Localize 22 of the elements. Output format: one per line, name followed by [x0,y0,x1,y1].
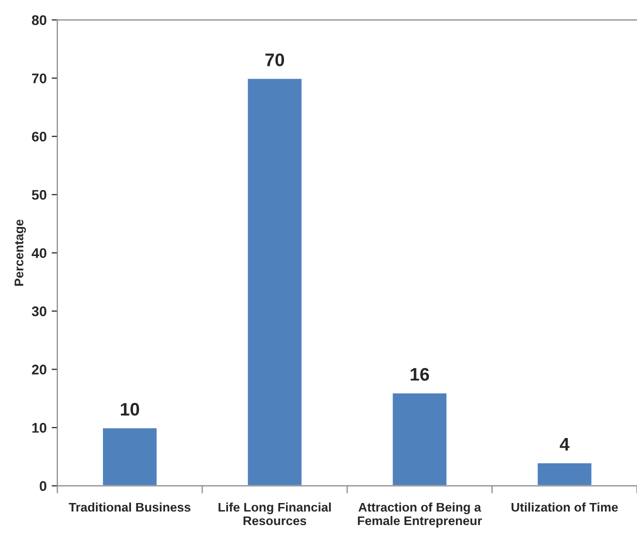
x-tick-label: Life Long Financial Resources [218,502,331,526]
bar [102,426,158,486]
y-tick-label: 60 [32,132,46,142]
data-label: 70 [265,53,284,66]
x-tick-label: Traditional Business [68,502,190,512]
bar [246,77,303,486]
data-label: 16 [410,368,430,381]
y-tick-label: 70 [32,73,46,84]
y-tick-label: 20 [32,364,46,375]
y-tick-label: 80 [32,15,46,26]
y-tick-label: 40 [32,248,46,258]
y-axis-title: Percentage [14,220,26,286]
y-tick-label: 0 [40,481,46,491]
data-label: 4 [560,438,570,450]
y-tick-label: 30 [32,306,46,316]
bar [391,392,448,486]
data-label: 10 [120,402,140,416]
bar [536,462,593,486]
x-tick-label: Attraction of Being a Female Entrepreneur [358,502,482,528]
y-tick-label: 10 [32,422,46,433]
y-tick-label: 50 [32,190,46,200]
x-tick-label: Utilization of Time [512,502,618,512]
